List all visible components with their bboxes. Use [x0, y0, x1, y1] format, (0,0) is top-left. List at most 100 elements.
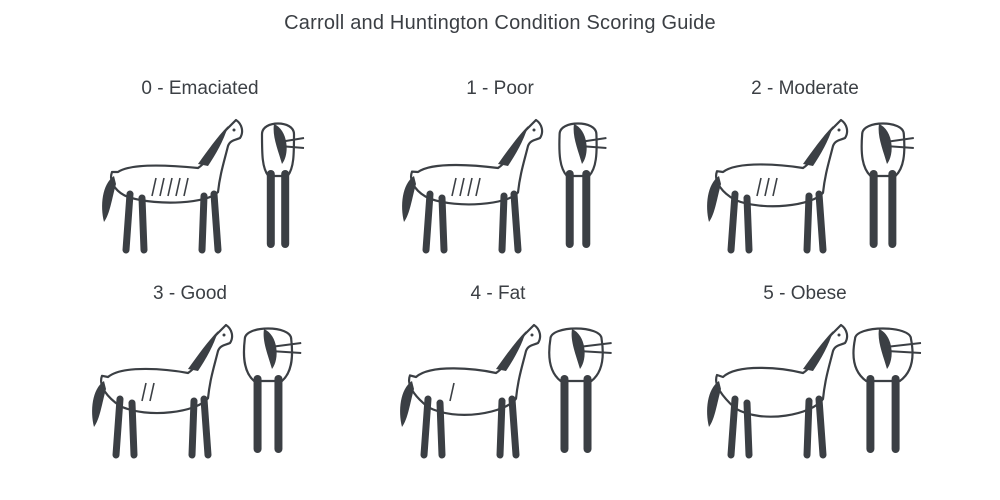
score-card: 1 - Poor: [350, 78, 650, 263]
horse-mane: [496, 331, 526, 371]
horse-eye: [530, 333, 534, 337]
rib-line: [151, 177, 157, 197]
score-card: 2 - Moderate: [655, 78, 955, 263]
horse-rear-view: [548, 327, 612, 453]
rear-tail: [573, 124, 587, 164]
rib-line: [141, 382, 147, 402]
horse-side-view: [707, 118, 849, 254]
score-label: 2 - Moderate: [751, 78, 859, 99]
horse-leg: [803, 397, 813, 459]
rear-tail: [273, 124, 287, 164]
rib-line: [175, 177, 181, 197]
horse-tail: [402, 176, 416, 222]
horse-rear-view: [852, 327, 922, 453]
horse-leg: [210, 190, 222, 254]
horse-leg: [727, 190, 739, 254]
rib-line: [772, 177, 778, 197]
horse-side-view: [400, 323, 542, 459]
horse-leg: [436, 399, 446, 459]
horse-eye: [532, 128, 536, 132]
score-label: 0 - Emaciated: [141, 78, 259, 99]
horse-leg: [815, 395, 827, 459]
score-label: 5 - Obese: [763, 283, 847, 304]
rib-line: [756, 177, 762, 197]
score-card: 4 - Fat: [348, 283, 648, 468]
horse-leg: [743, 194, 753, 254]
rib-line: [467, 177, 473, 197]
horse-eye: [222, 333, 226, 337]
horse-leg: [438, 194, 448, 254]
horse-leg: [128, 399, 138, 459]
horse-leg: [200, 395, 212, 459]
page-title: Carroll and Huntington Condition Scoring…: [284, 12, 716, 34]
horse-side-view: [707, 323, 849, 459]
horse-body: [110, 118, 244, 204]
rear-tail-hairs: [884, 137, 914, 149]
horse-illustration: [707, 323, 922, 459]
horse-leg: [510, 190, 522, 254]
horse-leg: [112, 395, 124, 459]
horse-eye: [837, 333, 841, 337]
horse-illustration: [92, 323, 302, 459]
horse-body: [410, 118, 544, 206]
horse-side-view: [92, 323, 234, 459]
horse-leg: [498, 192, 508, 254]
horse-body: [408, 323, 542, 416]
horse-leg: [727, 395, 739, 459]
horse-mane: [188, 331, 218, 371]
horse-leg: [420, 395, 432, 459]
rear-tail-hairs: [279, 137, 305, 149]
horse-tail: [400, 381, 414, 427]
score-label: 4 - Fat: [470, 283, 526, 304]
horse-illustration: [707, 118, 914, 254]
horse-leg: [508, 395, 520, 459]
horse-leg: [188, 397, 198, 459]
rib-line: [159, 177, 165, 197]
rib-line: [449, 382, 455, 402]
rib-line: [451, 177, 457, 197]
horse-mane: [803, 126, 833, 166]
rib-line: [183, 177, 189, 197]
rear-tail-hairs: [885, 342, 922, 354]
horse-tail: [707, 381, 721, 427]
horse-leg: [198, 192, 208, 254]
horse-rear-view: [558, 122, 607, 248]
horse-illustration: [400, 323, 612, 459]
horse-mane: [803, 331, 833, 371]
horse-leg: [138, 194, 148, 254]
horse-body: [715, 118, 849, 208]
horse-illustration: [102, 118, 305, 254]
horse-side-view: [402, 118, 544, 254]
horse-leg: [743, 399, 753, 459]
horse-body: [100, 323, 234, 415]
score-card: 3 - Good: [40, 283, 340, 468]
rib-line: [475, 177, 481, 197]
horse-mane: [198, 126, 228, 166]
rear-tail: [263, 329, 277, 369]
horse-tail: [92, 381, 106, 427]
rear-tail: [878, 329, 892, 369]
horse-leg: [496, 397, 506, 459]
horse-illustration: [402, 118, 607, 254]
score-card: 0 - Emaciated: [50, 78, 350, 263]
horse-rear-view: [242, 327, 302, 453]
horse-rear-view: [260, 122, 305, 248]
horse-side-view: [102, 118, 244, 254]
horse-mane: [498, 126, 528, 166]
rear-tail-hairs: [578, 342, 612, 354]
horse-rear-view: [860, 122, 914, 248]
horse-leg: [803, 192, 813, 254]
score-label: 3 - Good: [153, 283, 227, 304]
horse-eye: [232, 128, 236, 132]
rib-line: [459, 177, 465, 197]
rear-tail: [878, 124, 892, 164]
horse-leg: [815, 190, 827, 254]
horse-body: [715, 323, 849, 418]
rib-line: [149, 382, 155, 402]
rear-tail-hairs: [579, 137, 607, 149]
score-card: 5 - Obese: [655, 283, 955, 468]
horse-eye: [837, 128, 841, 132]
horse-leg: [122, 190, 134, 254]
score-label: 1 - Poor: [466, 78, 534, 99]
